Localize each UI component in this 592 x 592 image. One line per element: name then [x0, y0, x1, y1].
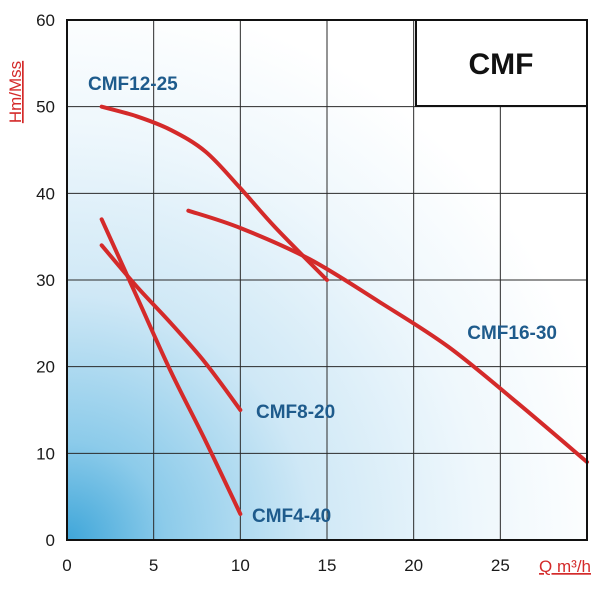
series-label-cmf12-25: CMF12-25 — [88, 74, 178, 95]
y-tick-label: 20 — [36, 358, 55, 377]
y-tick-label: 10 — [36, 444, 55, 463]
x-tick-label: 0 — [62, 556, 71, 575]
y-tick-label: 60 — [36, 11, 55, 30]
chart-title: CMF — [469, 48, 534, 81]
series-labels: CMF12-25 CMF16-30 CMF8-20 CMF4-40 — [88, 74, 557, 527]
series-label-cmf8-20: CMF8-20 — [256, 402, 335, 423]
y-tick-label: 40 — [36, 184, 55, 203]
tick-labels: 0 5 10 15 20 25 0 10 20 30 40 50 60 — [36, 11, 510, 575]
series-line-cmf4-40 — [99, 217, 243, 516]
y-tick-label: 50 — [36, 98, 55, 117]
series-label-cmf16-30: CMF16-30 — [467, 323, 557, 344]
x-axis-title: Q m³/h — [539, 557, 591, 576]
x-tick-label: 25 — [491, 556, 510, 575]
y-tick-label: 30 — [36, 271, 55, 290]
series-group — [99, 104, 589, 516]
plot-frame — [66, 19, 588, 541]
series-label-cmf4-40: CMF4-40 — [252, 506, 331, 527]
y-tick-label: 0 — [46, 531, 55, 550]
series-line-cmf16-30 — [186, 208, 589, 464]
title-badge: CMF — [415, 19, 588, 107]
title-box — [415, 19, 588, 107]
series-line-cmf12-25 — [99, 104, 329, 282]
x-tick-label: 15 — [318, 556, 337, 575]
y-axis-title: Hm/Mss — [6, 61, 25, 123]
x-tick-label: 5 — [149, 556, 158, 575]
x-tick-label: 10 — [231, 556, 250, 575]
x-tick-label: 20 — [404, 556, 423, 575]
